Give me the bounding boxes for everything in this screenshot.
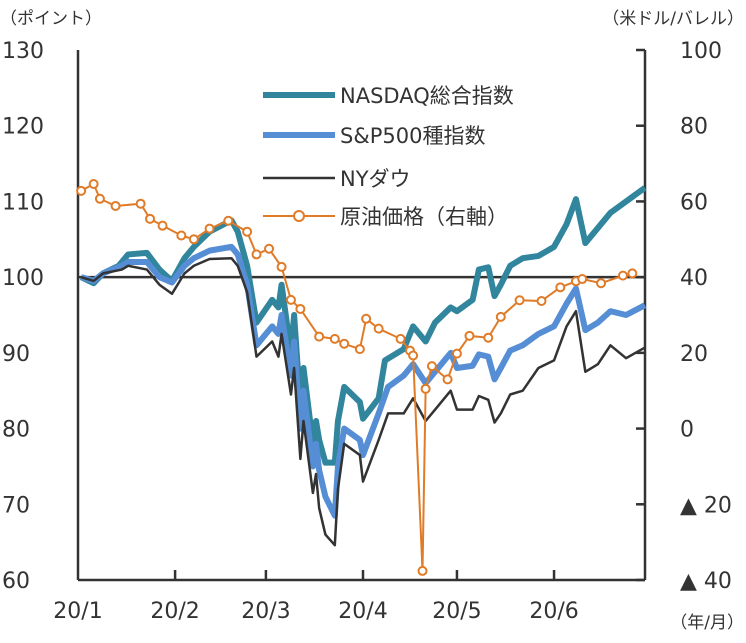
oil-data-point bbox=[426, 361, 437, 372]
oil-data-point bbox=[395, 333, 406, 344]
left-tick-label: 80 bbox=[2, 418, 30, 443]
oil-data-point bbox=[76, 185, 87, 196]
series-line bbox=[80, 183, 633, 572]
x-tick-label: 20/4 bbox=[338, 599, 387, 624]
left-tick-label: 110 bbox=[2, 190, 44, 215]
right-tick-label: 0 bbox=[680, 418, 694, 443]
legend-label: S&P500種指数 bbox=[340, 124, 485, 148]
left-axis-unit: （ポイント） bbox=[0, 9, 102, 29]
left-tick-label: 60 bbox=[2, 569, 30, 594]
oil-data-point bbox=[188, 234, 199, 245]
right-tick-label: 60 bbox=[680, 190, 708, 215]
oil-data-point bbox=[157, 220, 168, 231]
oil-data-point bbox=[276, 261, 287, 272]
legend-item: S&P500種指数 bbox=[263, 124, 485, 148]
x-tick-label: 20/1 bbox=[53, 599, 102, 624]
oil-data-point bbox=[285, 294, 296, 305]
legend-label: NYダウ bbox=[340, 167, 411, 191]
series-1 bbox=[79, 185, 647, 466]
oil-data-point bbox=[361, 313, 372, 324]
right-tick-label: 80 bbox=[680, 115, 708, 140]
oil-data-point bbox=[483, 332, 494, 343]
legend-item: NASDAQ総合指数 bbox=[263, 84, 514, 108]
left-tick-label: 130 bbox=[2, 39, 44, 64]
legend-item: 原油価格（右軸） bbox=[263, 205, 508, 229]
right-tick-label: ▲ 20 bbox=[680, 493, 732, 518]
right-tick-label: 20 bbox=[680, 342, 708, 367]
oil-data-point bbox=[464, 330, 475, 341]
x-tick-label: 20/2 bbox=[150, 599, 199, 624]
oil-data-point bbox=[251, 249, 262, 260]
oil-data-point bbox=[110, 200, 121, 211]
oil-data-point bbox=[577, 274, 588, 285]
oil-data-point bbox=[176, 230, 187, 241]
oil-data-point bbox=[145, 213, 156, 224]
right-tick-label: 100 bbox=[680, 39, 722, 64]
x-tick-label: 20/5 bbox=[432, 599, 481, 624]
oil-data-point bbox=[204, 223, 215, 234]
oil-data-point bbox=[514, 295, 525, 306]
left-tick-label: 120 bbox=[2, 115, 44, 140]
oil-data-point bbox=[495, 311, 506, 322]
oil-data-point bbox=[408, 350, 419, 361]
oil-data-point bbox=[223, 215, 234, 226]
oil-data-point bbox=[295, 303, 306, 314]
oil-data-point bbox=[596, 278, 607, 289]
legend-label: 原油価格（右軸） bbox=[340, 205, 508, 229]
oil-data-point bbox=[329, 333, 340, 344]
x-tick-label: 20/3 bbox=[241, 599, 290, 624]
oil-data-point bbox=[94, 193, 105, 204]
oil-data-point bbox=[314, 331, 325, 342]
x-tick-label: 20/6 bbox=[529, 599, 578, 624]
series-line bbox=[79, 185, 647, 466]
oil-data-point bbox=[373, 323, 384, 334]
oil-data-point bbox=[354, 344, 365, 355]
left-tick-label: 70 bbox=[2, 493, 30, 518]
legend-marker bbox=[293, 210, 305, 222]
right-tick-label: ▲ 40 bbox=[680, 569, 732, 594]
oil-data-point bbox=[627, 268, 638, 279]
oil-data-point bbox=[451, 348, 462, 359]
oil-data-point bbox=[242, 226, 253, 237]
oil-data-point bbox=[264, 243, 275, 254]
series-4 bbox=[76, 179, 638, 576]
oil-data-point bbox=[417, 565, 428, 576]
series-line bbox=[80, 256, 646, 547]
right-tick-label: 40 bbox=[680, 266, 708, 291]
oil-data-point bbox=[442, 374, 453, 385]
legend-item: NYダウ bbox=[263, 167, 411, 191]
oil-data-point bbox=[555, 282, 566, 293]
x-axis-unit: （年/月） bbox=[670, 613, 744, 633]
oil-data-point bbox=[617, 270, 628, 281]
left-tick-label: 90 bbox=[2, 342, 30, 367]
right-axis-unit: （米ドル/バレル） bbox=[602, 9, 744, 29]
left-tick-label: 100 bbox=[2, 266, 44, 291]
oil-data-point bbox=[536, 295, 547, 306]
oil-data-point bbox=[135, 198, 146, 209]
oil-data-point bbox=[339, 338, 350, 349]
oil-data-point bbox=[88, 179, 99, 190]
series-3 bbox=[80, 256, 646, 547]
legend-label: NASDAQ総合指数 bbox=[340, 84, 514, 108]
series-2 bbox=[80, 243, 647, 519]
oil-data-point bbox=[420, 383, 431, 394]
series-line bbox=[80, 243, 647, 519]
